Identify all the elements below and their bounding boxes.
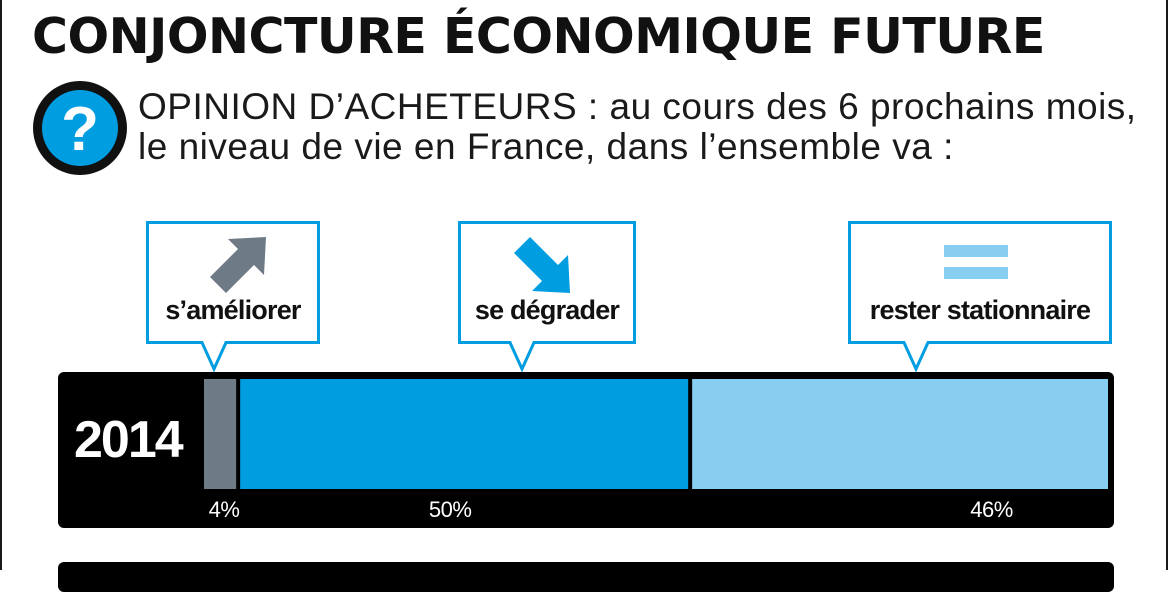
percent-label-ameliorer: 4% (208, 497, 240, 522)
page-title: CONJONCTURE ÉCONOMIQUE FUTURE (32, 8, 1045, 65)
survey-question: OPINION D’ACHETEURS : au cours des 6 pro… (138, 87, 1148, 167)
arrow-down-right-icon (514, 237, 570, 293)
callout-stationnaire-label: rester stationnaire (869, 295, 1091, 325)
equals-icon (944, 245, 1008, 279)
frame-right-border (1166, 0, 1168, 570)
callout-degrader-label: se dégrader (474, 295, 620, 325)
question-icon: ? (33, 81, 127, 175)
callout-stationnaire: rester stationnaire (848, 221, 1112, 373)
percent-label-stationnaire: 46% (970, 497, 1013, 522)
arrow-up-right-icon (210, 237, 266, 293)
bar-panel-next (58, 562, 1114, 592)
percent-label-degrader: 50% (428, 497, 472, 522)
year-label: 2014 (74, 411, 184, 469)
callout-degrader: se dégrader (458, 221, 636, 373)
survey-question-lead: OPINION D’ACHETEURS (138, 86, 578, 127)
svg-text:?: ? (61, 95, 99, 164)
bar-stationnaire (692, 379, 1108, 489)
callout-ameliorer: s’améliorer (146, 221, 320, 373)
bar-ameliorer (204, 379, 237, 489)
callout-ameliorer-box (146, 221, 320, 373)
callout-stationnaire-box (848, 221, 1112, 373)
callout-ameliorer-label: s’améliorer (165, 295, 301, 325)
callout-degrader-box (458, 221, 636, 373)
survey-question-text: : au cours des 6 prochains mois, le nive… (138, 86, 1137, 167)
stacked-bar-chart (204, 379, 1108, 489)
frame-left-border (0, 0, 2, 570)
bar-degrader (240, 379, 689, 489)
